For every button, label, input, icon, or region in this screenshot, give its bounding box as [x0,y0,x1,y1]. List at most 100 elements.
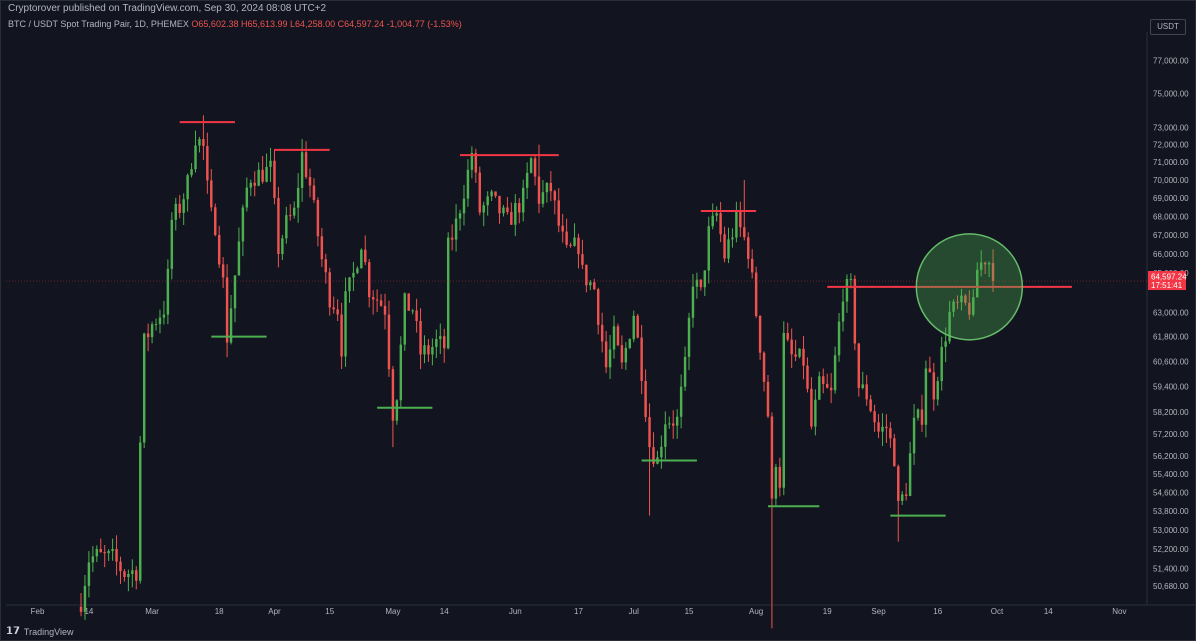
time-tick-label: 14 [440,607,449,616]
candle-body [900,494,904,501]
candle-body [652,447,655,464]
price-tick-label: 51,400.00 [1153,564,1189,573]
candle-body [648,417,651,448]
candle-body [675,416,679,426]
candle-body [541,192,545,204]
candle-body [616,326,620,346]
candle-body [944,341,947,347]
candle-body [466,169,470,199]
candle-body [553,191,557,201]
candle-body [885,426,888,429]
price-tick-label: 72,000.00 [1153,141,1189,150]
candle-body [865,384,868,400]
candle-body [624,347,628,363]
currency-button[interactable]: USDT [1150,19,1186,35]
candle-body [506,207,509,212]
candle-body [956,301,959,303]
candle-body [837,321,841,356]
candle-body [695,279,699,287]
candle-body [561,225,564,232]
time-tick-label: 19 [823,607,832,616]
candle-body [368,262,371,298]
candle-body [904,494,908,496]
candle-body [521,187,525,213]
candle-body [454,218,458,240]
candle-body [435,339,438,347]
candle-body [577,237,580,255]
candle-body [308,177,312,186]
time-tick-label: May [385,607,400,616]
time-tick-label: Jun [509,607,522,616]
candle-body [518,203,521,213]
candle-body [142,333,146,443]
candle-body [845,279,849,302]
change-value: -1,004.77 (-1.53%) [386,19,462,29]
candle-body [608,349,612,368]
time-tick-label: 14 [1044,607,1053,616]
time-tick-label: 17 [574,607,583,616]
tradingview-icon: 𝟭𝟳 [6,626,20,637]
candle-body [316,199,320,237]
candle-body [672,423,675,426]
candle-body [99,548,102,553]
candle-body [348,277,351,292]
candle-body [91,556,95,563]
price-tick-label: 73,000.00 [1153,123,1189,132]
candle-body [446,237,450,349]
candle-body [419,321,422,355]
candle-body [723,234,726,259]
candle-body [593,282,596,290]
candle-body [928,368,932,373]
candle-body [983,262,987,265]
candle-body [458,213,462,219]
current-price-tag [1148,271,1186,291]
candle-body [111,549,114,552]
candle-body [206,146,209,181]
candle-body [691,286,695,318]
time-tick-label: 14 [84,607,93,616]
candle-body [478,172,481,213]
price-tick-label: 53,800.00 [1153,507,1189,516]
candle-body [237,241,241,276]
candle-body [336,309,339,315]
candle-body [332,307,335,310]
candle-body [747,237,750,259]
candle-body [750,258,754,273]
candle-body [277,197,280,255]
candle-body [383,305,387,315]
candle-body [770,416,774,499]
candle-body [269,160,272,167]
candle-body [936,381,939,400]
publish-attribution: Cryptorover published on TradingView.com… [8,3,327,14]
candle-body [991,263,995,282]
price-tick-label: 59,400.00 [1153,382,1189,391]
candle-body [439,336,442,340]
candle-body [525,172,529,188]
candle-body [245,187,249,208]
candle-body [833,355,837,391]
candle-body [356,268,359,273]
candle-body [877,422,880,432]
candle-body [411,310,414,312]
candle-body [146,333,150,338]
candle-body [261,169,264,182]
candle-body [707,226,710,271]
candle-body [861,384,864,388]
candle-body [889,428,892,439]
candle-body [186,175,189,200]
candle-body [360,249,363,269]
breakout-highlight-circle [915,233,1024,341]
candle-body [802,348,805,366]
candle-body [881,426,884,432]
candle-body [715,213,718,216]
candle-body [987,263,991,265]
candle-body [596,289,600,325]
candle-body [371,297,375,300]
candle-body [182,199,185,213]
candle-body [664,424,667,447]
tradingview-logo[interactable]: 𝟭𝟳 TradingView [6,626,73,637]
candle-body [829,387,833,391]
time-tick-label: 16 [933,607,942,616]
price-tick-label: 77,000.00 [1153,56,1189,65]
